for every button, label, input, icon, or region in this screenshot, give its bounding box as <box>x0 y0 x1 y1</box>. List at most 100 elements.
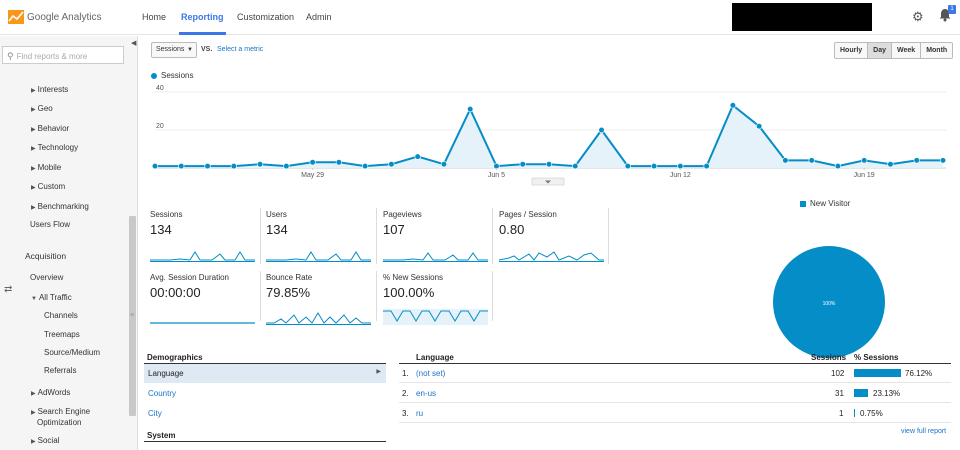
metric-avg-session-duration[interactable]: Avg. Session Duration 00:00:00 <box>150 273 262 329</box>
time-granularity-buttons: Hourly Day Week Month <box>834 42 954 59</box>
pageviews-sparkline <box>383 252 488 262</box>
notification-bell-icon[interactable] <box>938 8 952 22</box>
data-point[interactable] <box>598 126 605 134</box>
sidebar-item-users-flow[interactable]: Users Flow <box>30 220 71 229</box>
data-point[interactable] <box>256 161 264 168</box>
metric-select-dropdown[interactable]: Sessions ▼ <box>151 42 197 58</box>
new-visitor-pie-chart[interactable]: 100% <box>773 246 885 358</box>
divider <box>144 441 386 442</box>
vs-label: VS. <box>201 46 213 53</box>
data-point[interactable] <box>151 162 159 170</box>
brand-name: Google Analytics <box>27 11 102 23</box>
sessions-line-chart[interactable]: 40 20 May 29 Jun 5 Jun 12 Jun 19 <box>140 84 960 194</box>
data-point[interactable] <box>335 159 342 166</box>
search-input[interactable]: ⚲ Find reports & more <box>2 46 124 64</box>
data-point[interactable] <box>362 162 369 170</box>
sidebar-item-mobile[interactable]: ▶ Mobile <box>31 163 62 172</box>
pct-bar <box>854 409 855 417</box>
x-tick-label: Jun 19 <box>854 172 875 179</box>
week-button[interactable]: Week <box>892 43 922 58</box>
col-sessions[interactable]: Sessions <box>811 353 847 362</box>
metric-pageviews[interactable]: Pageviews 107 <box>383 210 495 266</box>
settings-gear-icon[interactable]: ⚙ <box>912 9 924 24</box>
data-point[interactable] <box>572 162 579 170</box>
metric-new-sessions[interactable]: % New Sessions 100.00% <box>383 273 495 329</box>
sidebar-section-acquisition[interactable]: Acquisition <box>25 251 67 261</box>
sessions-legend-dot <box>151 73 157 79</box>
sidebar-item-referrals[interactable]: Referrals <box>44 366 77 375</box>
collapse-sidebar-icon[interactable]: ◀ <box>131 40 137 47</box>
data-point[interactable] <box>756 123 763 130</box>
language-link[interactable]: (not set) <box>416 369 446 378</box>
account-selector-redacted[interactable] <box>732 3 872 31</box>
data-point[interactable] <box>650 162 658 170</box>
nav-admin[interactable]: Admin <box>306 12 332 22</box>
chevron-right-icon: ▶ <box>376 369 381 375</box>
search-placeholder: Find reports & more <box>16 52 88 61</box>
sidebar-item-behavior[interactable]: ▶ Behavior <box>31 124 70 133</box>
table-row: 1. (not set) 102 76.12% <box>399 364 951 383</box>
sidebar-item-treemaps[interactable]: Treemaps <box>44 330 80 339</box>
sidebar-item-adwords[interactable]: ▶ AdWords <box>31 388 71 397</box>
hourly-button[interactable]: Hourly <box>835 43 869 58</box>
avg-duration-sparkline <box>150 322 255 324</box>
data-point[interactable] <box>467 106 474 113</box>
pie-slice-new-visitor[interactable] <box>773 246 885 358</box>
data-point[interactable] <box>729 102 736 109</box>
sidebar-item-interests[interactable]: ▶ Interests <box>31 85 69 94</box>
chevron-down-icon: ▼ <box>187 47 193 53</box>
data-point[interactable] <box>834 162 842 170</box>
day-button[interactable]: Day <box>868 43 893 58</box>
data-point[interactable] <box>703 162 710 170</box>
data-point[interactable] <box>808 157 815 164</box>
select-a-metric-link[interactable]: Select a metric <box>217 46 264 53</box>
data-point[interactable] <box>309 159 316 166</box>
nav-home[interactable]: Home <box>142 12 167 22</box>
data-point[interactable] <box>283 162 290 170</box>
sidebar-item-channels[interactable]: Channels <box>44 311 78 320</box>
demographics-country[interactable]: Country <box>148 389 177 398</box>
data-point[interactable] <box>178 162 185 170</box>
sidebar-item-custom[interactable]: ▶ Custom <box>31 182 66 191</box>
demographics-language[interactable]: Language ▶ <box>144 364 386 383</box>
data-point[interactable] <box>782 157 789 164</box>
data-point[interactable] <box>204 162 211 170</box>
demographics-city[interactable]: City <box>148 409 162 418</box>
language-link[interactable]: en-us <box>416 389 437 398</box>
data-point[interactable] <box>861 157 868 164</box>
sidebar-item-geo[interactable]: ▶ Geo <box>31 104 53 113</box>
expand-triangle-icon: ▶ <box>31 391 36 397</box>
sidebar-scrollbar[interactable] <box>129 216 136 416</box>
data-point[interactable] <box>519 161 526 168</box>
data-point[interactable] <box>913 157 920 164</box>
col-pct-sessions[interactable]: % Sessions <box>854 353 899 362</box>
month-button[interactable]: Month <box>921 43 953 58</box>
data-point[interactable] <box>545 161 553 168</box>
sidebar-item-benchmarking[interactable]: ▶ Benchmarking <box>31 202 89 211</box>
sessions-sparkline <box>150 251 255 262</box>
nav-customization[interactable]: Customization <box>237 12 295 22</box>
data-point[interactable] <box>414 153 421 160</box>
data-point[interactable] <box>388 161 395 168</box>
data-point[interactable] <box>230 162 237 170</box>
data-point[interactable] <box>624 162 631 170</box>
sidebar-item-seo[interactable]: ▶ Search Engine Optimization <box>31 407 91 427</box>
metric-users[interactable]: Users 134 <box>266 210 378 266</box>
sidebar-item-source-medium[interactable]: Source/Medium <box>44 348 101 357</box>
metric-sessions[interactable]: Sessions 134 <box>150 210 262 266</box>
metric-bounce-rate[interactable]: Bounce Rate 79.85% <box>266 273 378 329</box>
view-full-report-link[interactable]: view full report <box>901 428 947 435</box>
metric-pages-per-session[interactable]: Pages / Session 0.80 <box>499 210 611 266</box>
data-point[interactable] <box>939 157 947 164</box>
data-point[interactable] <box>887 161 894 168</box>
sidebar-item-overview[interactable]: Overview <box>30 273 64 282</box>
sidebar-item-social[interactable]: ▶ Social <box>31 436 60 445</box>
metric-divider <box>260 208 261 264</box>
google-analytics-logo[interactable]: Google Analytics <box>8 8 102 26</box>
sidebar-item-technology[interactable]: ▶ Technology <box>31 143 79 152</box>
sidebar-item-all-traffic[interactable]: ▼ All Traffic <box>31 293 72 302</box>
language-link[interactable]: ru <box>416 409 424 418</box>
data-point[interactable] <box>440 161 448 168</box>
acquisition-icon: ⇄ <box>4 284 13 295</box>
nav-reporting[interactable]: Reporting <box>179 12 225 35</box>
